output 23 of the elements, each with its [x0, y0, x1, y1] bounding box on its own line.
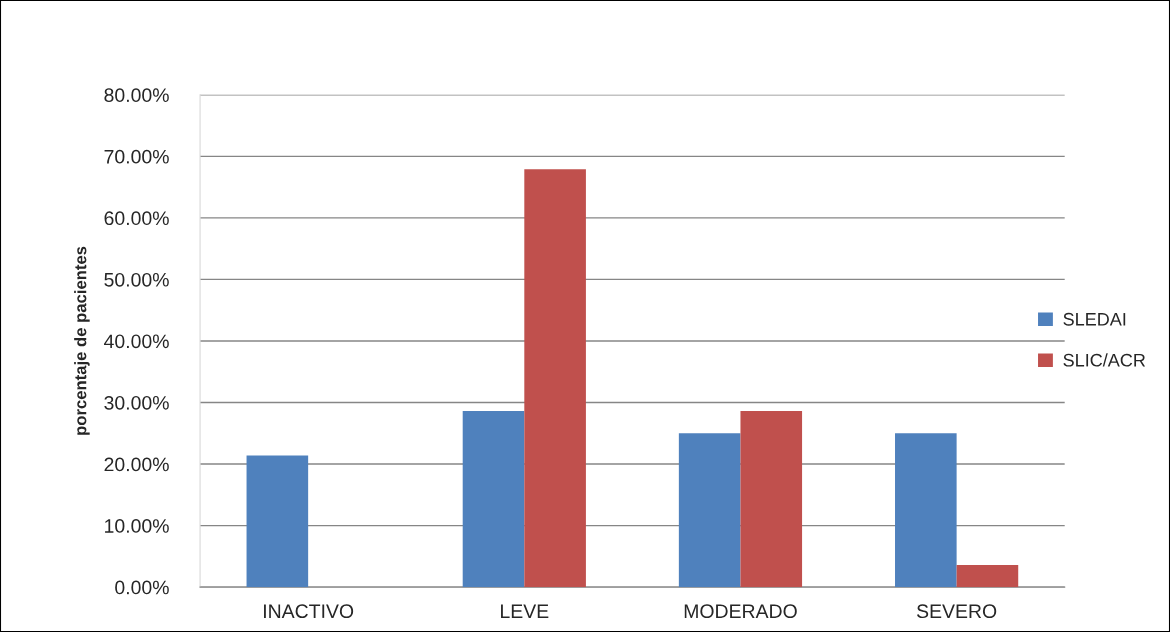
y-tick-label: 10.00% — [105, 519, 169, 533]
y-axis-title: porcentaje de pacientes — [74, 246, 90, 435]
y-tick-label: 20.00% — [104, 457, 169, 472]
y-tick-label: 50.00% — [104, 272, 169, 287]
y-tick-label: 60.00% — [104, 211, 169, 226]
y-tick-label: 0.00% — [115, 580, 169, 595]
y-tick-label: 70.00% — [104, 149, 169, 164]
bar — [678, 433, 741, 588]
x-tick-label: SEVERO — [916, 604, 997, 619]
bar — [895, 433, 957, 588]
legend-label: SLEDAI — [1063, 312, 1126, 326]
x-tick-label: MODERADO — [684, 604, 797, 619]
y-tick-label: 30.00% — [104, 395, 169, 410]
legend-label: SLIC/ACR — [1063, 353, 1146, 367]
bar — [740, 411, 803, 588]
bar — [956, 564, 1019, 588]
x-tick-label: INACTIVO — [264, 604, 354, 619]
y-tick-label: 40.00% — [104, 334, 169, 349]
bar — [524, 169, 586, 588]
bar — [462, 411, 525, 588]
bar — [246, 455, 309, 588]
x-tick-label: LEVE — [501, 604, 549, 618]
y-tick-label: 80.00% — [104, 88, 169, 103]
